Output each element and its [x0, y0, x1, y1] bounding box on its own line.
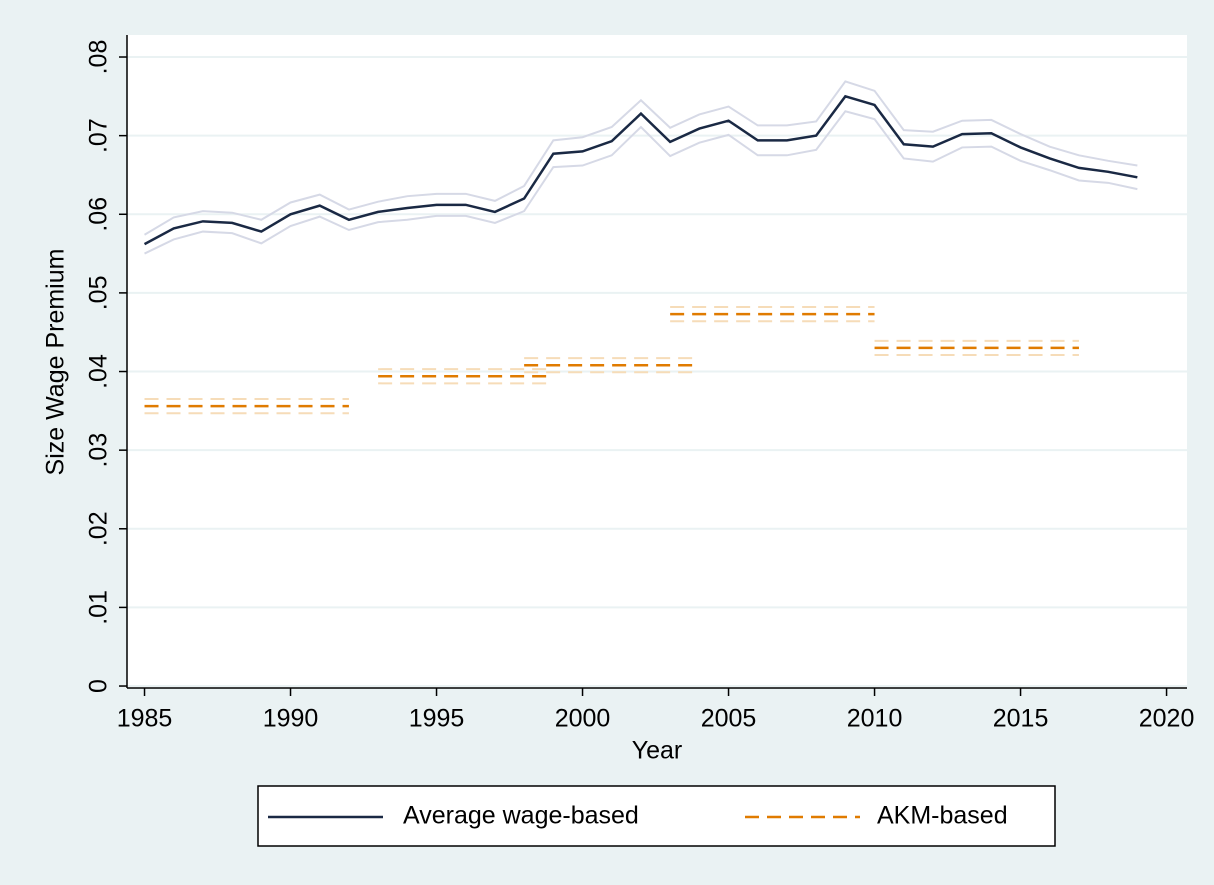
y-tick-label: .01: [85, 590, 113, 625]
x-axis-title: Year: [632, 737, 683, 765]
y-tick-label: .06: [85, 197, 113, 232]
plot-area: [127, 35, 1187, 688]
y-tick-label: .08: [85, 40, 113, 75]
legend-label: AKM-based: [877, 802, 1008, 830]
y-tick-label: 0: [85, 679, 113, 693]
x-tick-label: 1990: [263, 705, 319, 733]
legend-label: Average wage-based: [403, 802, 639, 830]
x-tick-label: 2020: [1139, 705, 1195, 733]
x-tick-label: 1995: [409, 705, 465, 733]
band-line: [144, 80, 1138, 236]
legend: [257, 785, 1056, 847]
band-line: [144, 110, 1138, 255]
line: [143, 94, 1138, 246]
x-tick-label: 1985: [117, 705, 173, 733]
x-tick-label: 2005: [701, 705, 757, 733]
y-tick-label: .05: [85, 276, 113, 311]
y-tick-label: .04: [85, 354, 113, 389]
y-tick-label: .02: [85, 511, 113, 546]
x-tick-label: 2000: [555, 705, 611, 733]
x-tick-label: 2015: [993, 705, 1049, 733]
x-tick-label: 2010: [847, 705, 903, 733]
y-axis-title: Size Wage Premium: [42, 249, 70, 476]
y-tick-label: .07: [85, 118, 113, 153]
y-tick-label: .03: [85, 433, 113, 468]
